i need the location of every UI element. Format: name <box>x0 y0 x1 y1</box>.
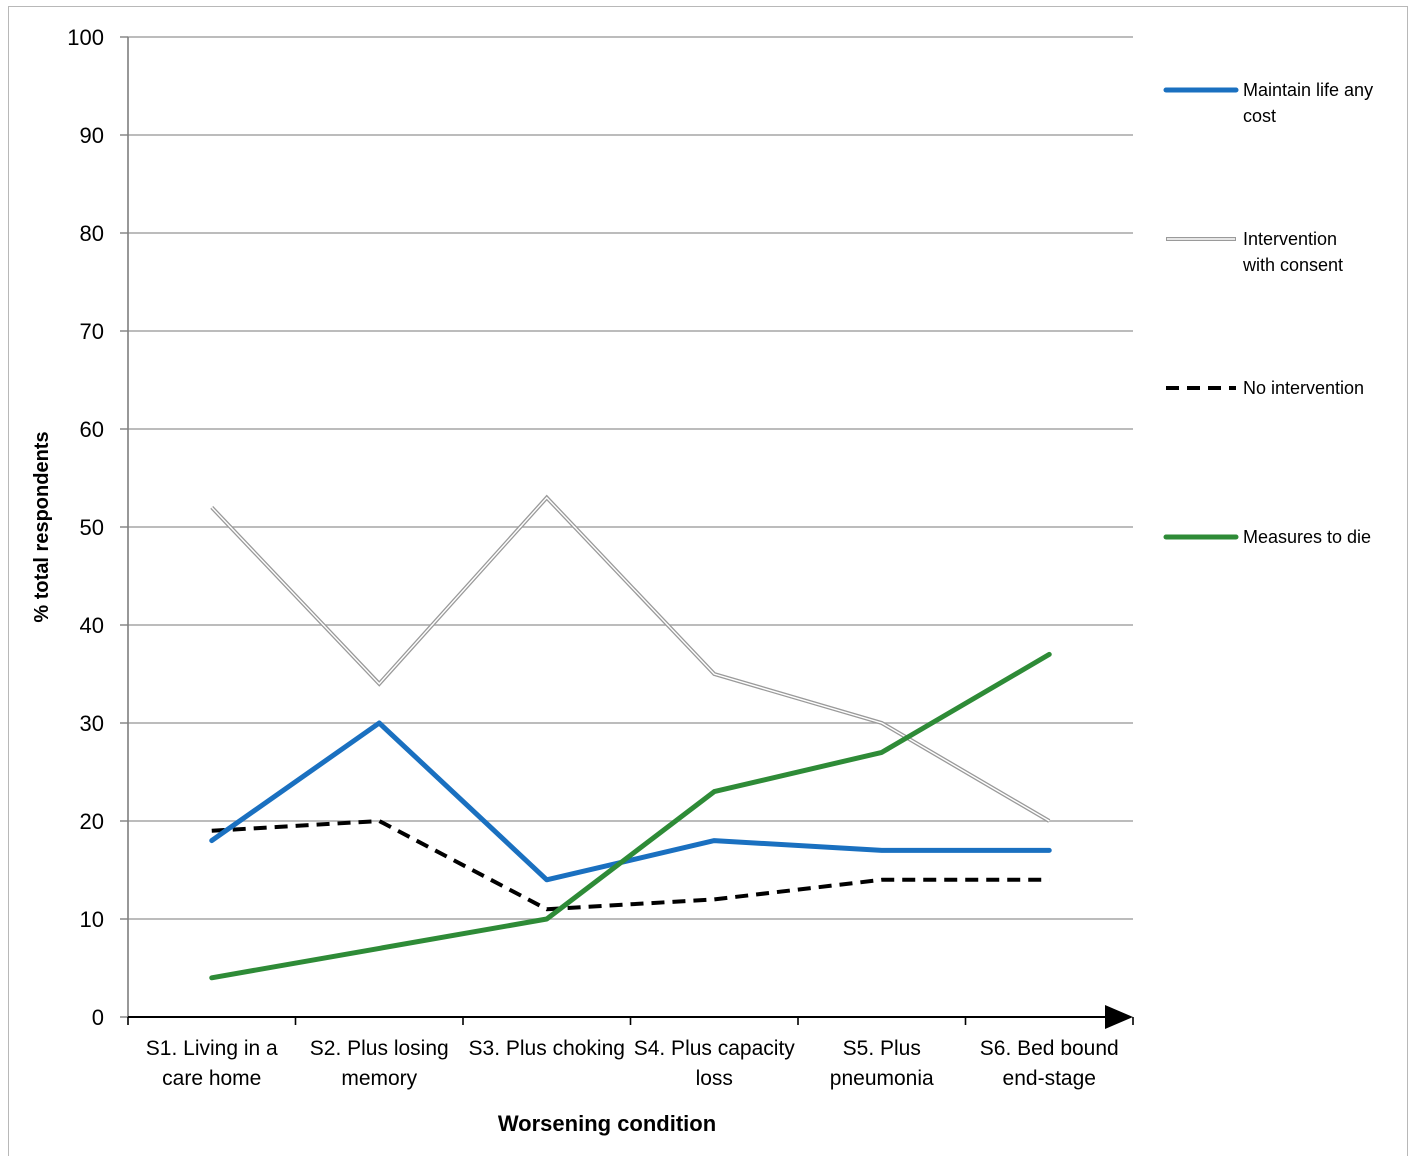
x-tick-label: S2. Plus losing memory <box>310 1037 449 1090</box>
y-tick-label: 10 <box>80 907 104 932</box>
y-axis-title: % total respondents <box>31 431 53 622</box>
x-tick-label: S1. Living in a care home <box>146 1037 278 1090</box>
x-axis-arrow <box>1105 1005 1133 1029</box>
series-line <box>211 819 1050 912</box>
series-line <box>209 720 1052 883</box>
y-tick-label: 90 <box>80 123 104 148</box>
x-tick-label: S4. Plus capacity loss <box>634 1037 796 1090</box>
legend-label: No intervention <box>1243 378 1364 398</box>
legend-label: Intervention with consent <box>1242 229 1343 275</box>
y-tick-label: 50 <box>80 515 104 540</box>
gridlines <box>128 36 1133 920</box>
series-layer <box>209 494 1052 981</box>
series-line <box>210 494 1051 823</box>
legend-label: Maintain life any cost <box>1243 80 1373 126</box>
x-axis: S1. Living in a care home S2. Plus losing m… <box>127 1005 1134 1090</box>
y-tick-label: 0 <box>92 1005 104 1030</box>
x-tick-label: S3. Plus choking <box>469 1037 625 1060</box>
series-no-intervention <box>211 819 1050 912</box>
y-tick-label: 100 <box>67 25 104 50</box>
x-tick-label: S5. Plus pneumonia <box>830 1037 934 1090</box>
legend-item: Intervention with consent <box>1166 229 1343 275</box>
series-line-inner <box>211 496 1050 822</box>
series-line <box>209 651 1052 981</box>
y-tick-label: 70 <box>80 319 104 344</box>
y-tick-label: 30 <box>80 711 104 736</box>
y-axis: 0 10 20 30 40 50 60 70 80 90 100 <box>67 25 129 1030</box>
y-tick-label: 20 <box>80 809 104 834</box>
series-maintain-life-any-cost <box>209 720 1052 883</box>
legend-item: Maintain life any cost <box>1163 80 1373 126</box>
series-intervention-with-consent <box>210 494 1051 823</box>
series-measures-to-die <box>209 651 1052 981</box>
legend-item: Measures to die <box>1163 527 1371 547</box>
x-axis-title: Worsening condition <box>498 1111 716 1136</box>
legend: Maintain life any cost Intervention with co… <box>1163 80 1373 547</box>
x-tick-label: S6. Bed bound end-stage <box>980 1037 1119 1090</box>
legend-item: No intervention <box>1166 378 1364 398</box>
y-tick-label: 60 <box>80 417 104 442</box>
chart-frame <box>8 6 1408 1156</box>
y-tick-label: 80 <box>80 221 104 246</box>
y-tick-label: 40 <box>80 613 104 638</box>
legend-label: Measures to die <box>1243 527 1371 547</box>
